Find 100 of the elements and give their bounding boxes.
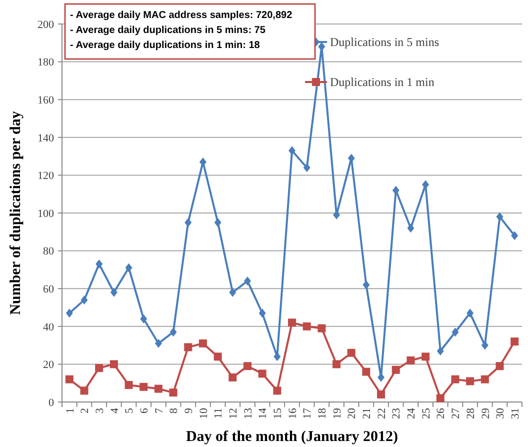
y-tick-label: 40: [43, 321, 54, 334]
point: [169, 388, 178, 397]
point: [480, 375, 489, 384]
annotation: - Average daily duplications in 1 min: 18: [70, 40, 260, 51]
point: [214, 218, 222, 227]
point: [511, 231, 518, 240]
x-tick-label: 1: [64, 408, 76, 414]
x-tick-label: 4: [108, 408, 121, 414]
point: [66, 308, 73, 318]
x-tick-label: 25: [420, 408, 432, 419]
x-tick-label: 27: [450, 408, 462, 419]
text: - Average daily MAC address samples: 720,892: [70, 10, 293, 21]
y-tick-label: 120: [38, 170, 54, 182]
point: [288, 146, 296, 156]
x-tick-label: 24: [406, 408, 418, 419]
y-tick-label: 180: [38, 56, 54, 69]
x-tick-label: 26: [435, 408, 448, 419]
y-tick-label: 200: [38, 18, 54, 31]
y-tick-label: 0: [48, 396, 54, 409]
point: [392, 366, 400, 374]
point: [110, 288, 118, 297]
x-tick-label: 20: [346, 408, 358, 419]
y-tick-label: 60: [43, 283, 54, 296]
x-tick-label: 6: [138, 408, 150, 414]
x-axis-title: Day of the month (January 2012): [186, 429, 398, 445]
point: [406, 356, 415, 364]
x-tick-label: 23: [390, 408, 403, 419]
point: [273, 386, 282, 395]
point: [140, 382, 148, 391]
x-tick-label: 10: [198, 408, 210, 419]
point: [481, 340, 488, 350]
point: [65, 375, 74, 384]
point: [229, 288, 236, 297]
point: [228, 373, 237, 382]
point: [510, 338, 519, 346]
x-tick-label: 16: [286, 408, 299, 419]
point: [496, 362, 504, 370]
point: [452, 328, 459, 337]
x-tick-label: 22: [376, 408, 388, 419]
y-tick-label: 100: [38, 208, 54, 220]
point: [170, 328, 177, 337]
point: [496, 212, 504, 222]
x-tick-label: 18: [316, 408, 329, 419]
point: [243, 362, 252, 370]
point: [214, 352, 222, 361]
point: [198, 339, 207, 348]
point: [258, 370, 266, 378]
point: [96, 260, 103, 269]
x-tick-label: 13: [242, 408, 254, 419]
legend-label: Duplications in 5 mins: [330, 35, 440, 50]
point: [244, 276, 251, 286]
point: [140, 314, 148, 324]
point: [436, 346, 444, 356]
point: [407, 224, 414, 233]
point: [288, 318, 296, 327]
x-tick-label: 8: [168, 408, 180, 414]
point: [125, 263, 132, 272]
y-tick-label: 160: [38, 94, 54, 106]
y-tick-label: 140: [38, 132, 54, 144]
point: [199, 157, 206, 166]
x-tick-label: 3: [94, 408, 106, 414]
point: [184, 343, 192, 352]
point: [154, 338, 162, 348]
point: [451, 375, 460, 384]
point: [303, 163, 310, 172]
point: [80, 386, 88, 395]
x-tick-label: 30: [494, 408, 507, 419]
x-tick-label: 5: [124, 408, 136, 414]
legend-label: Duplications in 1 min: [330, 75, 434, 90]
point: [302, 322, 311, 330]
x-tick-label: 2: [79, 408, 92, 414]
y-axis-title: Number of duplications per day: [8, 110, 24, 315]
x-tick-label: 7: [153, 408, 166, 414]
point: [377, 390, 386, 398]
point: [80, 295, 88, 304]
y-tick-label: 80: [43, 246, 54, 258]
point: [154, 384, 162, 393]
x-tick-label: 31: [509, 408, 522, 419]
x-tick-label: 28: [464, 408, 477, 419]
point: [422, 352, 430, 361]
x-tick-label: 21: [361, 408, 374, 419]
point: [184, 218, 192, 227]
x-tick-label: 11: [212, 408, 225, 419]
point: [347, 348, 356, 357]
x-tick-label: 12: [227, 408, 240, 419]
x-tick-label: 14: [257, 408, 270, 419]
x-tick-label: 17: [302, 408, 314, 419]
x-tick-label: 15: [272, 408, 284, 419]
point: [466, 308, 474, 318]
point: [466, 377, 474, 386]
point: [318, 324, 326, 332]
annotation: - Average daily duplications in 5 mins: 75: [70, 25, 266, 36]
x-tick-label: 19: [331, 408, 344, 419]
y-tick-label: 20: [43, 359, 54, 372]
x-tick-label: 9: [182, 408, 195, 414]
point: [110, 360, 118, 368]
point: [332, 360, 341, 368]
point: [362, 368, 370, 376]
point: [95, 364, 104, 372]
x-tick-label: 29: [480, 408, 492, 419]
